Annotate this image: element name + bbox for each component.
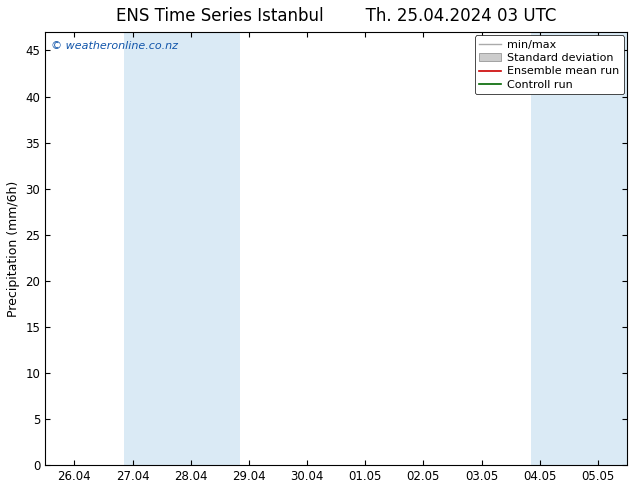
Legend: min/max, Standard deviation, Ensemble mean run, Controll run: min/max, Standard deviation, Ensemble me… (475, 35, 624, 94)
Bar (124, 32, 240, 465)
Text: © weatheronline.co.nz: © weatheronline.co.nz (51, 41, 178, 51)
Y-axis label: Precipitation (mm/6h): Precipitation (mm/6h) (7, 180, 20, 317)
Bar (531, 32, 627, 465)
Title: ENS Time Series Istanbul        Th. 25.04.2024 03 UTC: ENS Time Series Istanbul Th. 25.04.2024 … (116, 7, 556, 25)
